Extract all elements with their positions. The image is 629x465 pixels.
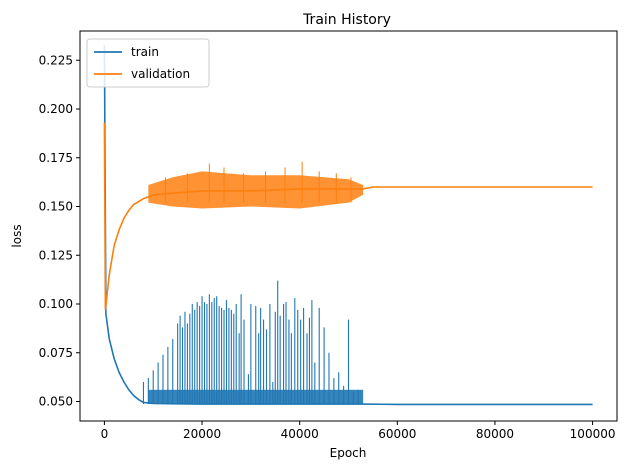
legend: train validation (86, 38, 210, 88)
y-tick-label-3: 0.125 (39, 248, 73, 262)
y-tick-label-2: 0.100 (39, 297, 73, 311)
y-tick-label-1: 0.075 (39, 346, 73, 360)
x-axis: 0 20000 40000 60000 80000 100000 (101, 421, 616, 441)
plot-frame (79, 30, 618, 422)
legend-validation-label: validation (131, 67, 190, 81)
y-tick-label-0: 0.050 (39, 395, 73, 409)
y-tick-label-7: 0.225 (39, 53, 73, 67)
series-line-validation (103, 122, 593, 310)
x-tick-label-0: 0 (101, 427, 109, 441)
legend-box (86, 38, 210, 88)
plot-area (103, 44, 593, 406)
legend-train-label: train (131, 45, 159, 59)
x-tick-label-2: 40000 (281, 427, 319, 441)
train-noise-band (148, 389, 364, 405)
y-tick-label-5: 0.175 (39, 151, 73, 165)
x-tick-label-3: 60000 (378, 427, 416, 441)
y-axis-title: loss (10, 224, 24, 247)
chart-title: Train History (302, 12, 391, 28)
y-axis: 0.050 0.075 0.100 0.125 0.150 0.175 0.200 0.225 (39, 53, 80, 409)
y-tick-label-4: 0.150 (39, 200, 73, 214)
x-axis-title: Epoch (330, 446, 367, 460)
x-tick-label-4: 80000 (476, 427, 514, 441)
x-tick-label-5: 100000 (570, 427, 616, 441)
y-tick-label-6: 0.200 (39, 102, 73, 116)
x-tick-label-1: 20000 (183, 427, 221, 441)
